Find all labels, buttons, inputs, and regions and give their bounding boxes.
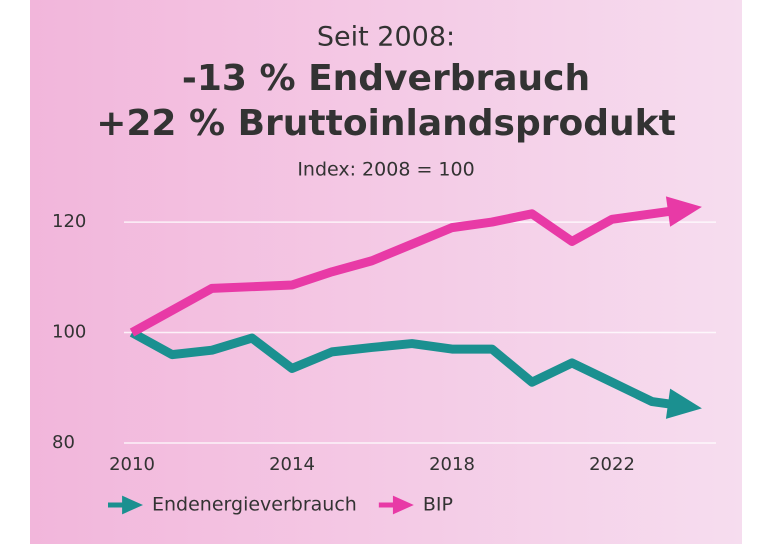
legend-label: Endenergieverbrauch [152, 494, 357, 516]
x-tick-label: 2018 [429, 454, 475, 475]
subtitle: Index: 2008 = 100 [297, 159, 474, 181]
series-line [129, 328, 679, 410]
y-tick-label: 120 [52, 211, 86, 232]
background [30, 0, 742, 544]
title: +22 % Bruttoinlandsprodukt [96, 103, 676, 144]
x-tick-label: 2010 [109, 454, 155, 475]
series-line [129, 205, 679, 337]
arrow-head [122, 495, 143, 515]
arrow-head [392, 495, 414, 515]
arrow-head [665, 388, 702, 419]
legend-label: BIP [423, 494, 453, 516]
supertitle: Seit 2008: [317, 22, 455, 53]
x-tick-label: 2022 [589, 454, 635, 475]
x-tick-label: 2014 [269, 454, 315, 475]
title: -13 % Endverbrauch [182, 58, 590, 99]
y-tick-label: 100 [52, 322, 86, 343]
y-tick-label: 80 [52, 432, 75, 453]
arrow-head [665, 196, 702, 227]
